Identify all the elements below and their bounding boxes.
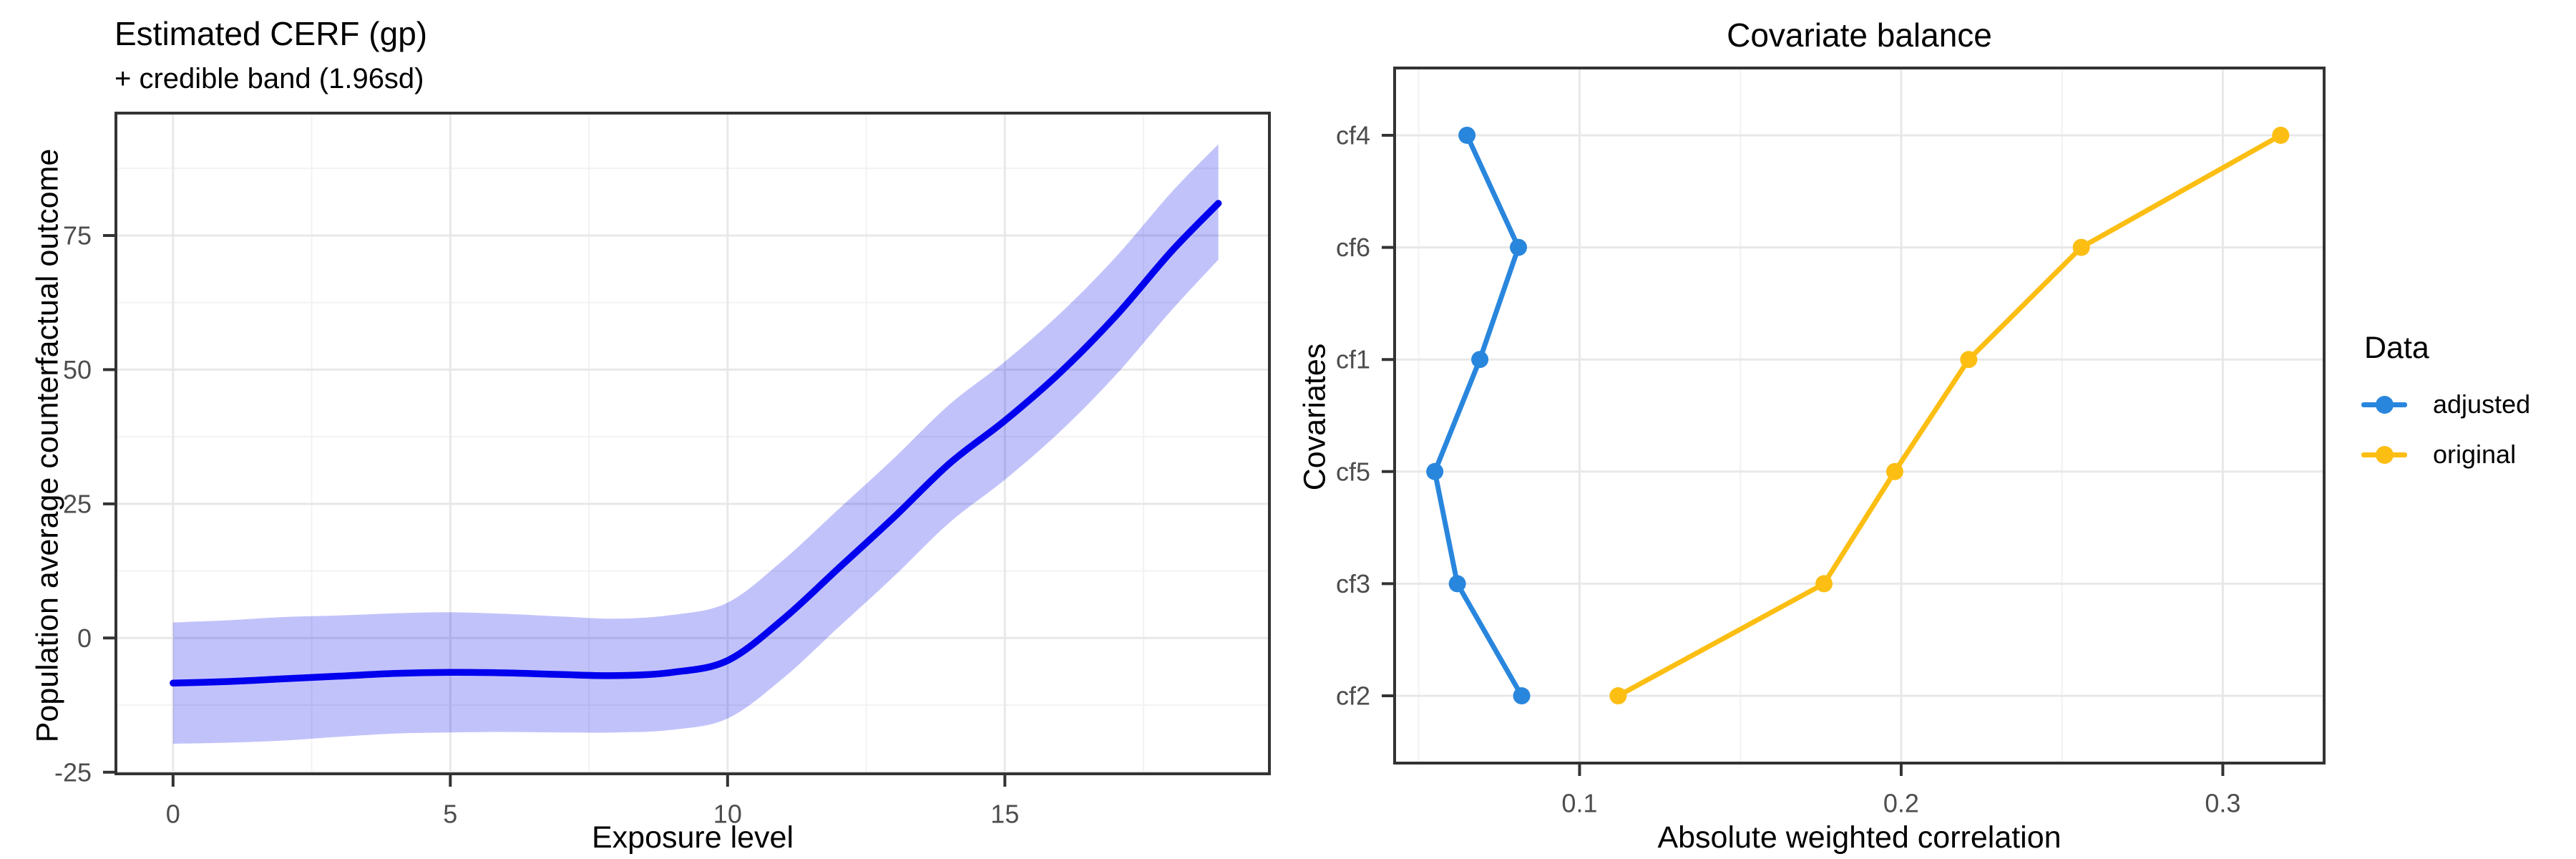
balance-title: Covariate balance — [1727, 16, 1992, 54]
cerf-x-axis-title: Exposure level — [591, 820, 794, 855]
balance-x-tick-label: 0.2 — [1883, 789, 1919, 818]
cerf-y-tick-label: 75 — [63, 220, 92, 250]
legend-item-adjusted: adjusted — [2361, 387, 2530, 422]
legend-label-adjusted: adjusted — [2433, 389, 2531, 419]
cerf-y-tick-label: 25 — [63, 489, 92, 518]
balance-point-adjusted — [1448, 575, 1466, 593]
balance-x-axis-title: Absolute weighted correlation — [1657, 820, 2062, 855]
balance-point-original — [1960, 351, 1978, 369]
balance-point-adjusted — [1426, 462, 1444, 480]
cerf-title: Estimated CERF (gp) — [114, 15, 428, 52]
cerf-x-tick-label: 5 — [443, 800, 457, 829]
cerf-y-tick-label: 0 — [77, 623, 92, 653]
balance-point-adjusted — [1458, 126, 1476, 144]
cerf-x-tick-label: 15 — [990, 800, 1019, 829]
legend-title: Data — [2364, 331, 2429, 365]
balance-point-original — [1609, 687, 1627, 705]
cerf-credible-band — [172, 144, 1219, 744]
balance-series-line-adjusted — [1432, 132, 1525, 699]
balance-y-tick-label: cf5 — [1336, 457, 1370, 486]
balance-y-tick-label: cf4 — [1336, 120, 1370, 150]
balance-y-tick-label: cf3 — [1336, 569, 1370, 598]
cerf-line — [170, 200, 1222, 687]
balance-point-adjusted — [1510, 238, 1528, 256]
balance-point-original — [2072, 238, 2090, 256]
cerf-y-tick-label: 50 — [63, 355, 92, 384]
balance-y-axis-title: Covariates — [1297, 343, 1332, 491]
balance-point-adjusted — [1513, 687, 1531, 705]
balance-point-original — [1885, 462, 1903, 480]
legend: Data adjusted original — [2361, 331, 2530, 487]
cerf-subtitle: + credible band (1.96sd) — [114, 63, 424, 94]
balance-panel-border — [1393, 67, 2326, 765]
legend-key-original-icon — [2361, 444, 2407, 465]
cerf-panel-border — [114, 112, 1271, 775]
cerf-y-axis-title: Population average counterfactual outcom… — [30, 148, 65, 743]
legend-label-original: original — [2433, 440, 2517, 469]
balance-point-original — [1815, 575, 1833, 593]
legend-key-adjusted-icon — [2361, 394, 2407, 415]
cerf-panel-background — [116, 113, 1269, 774]
legend-item-original: original — [2361, 437, 2530, 472]
balance-panel-background — [1395, 68, 2324, 763]
balance-series-line-original — [1615, 132, 2283, 699]
balance-x-tick-label: 0.1 — [1561, 789, 1597, 818]
balance-y-tick-label: cf1 — [1336, 345, 1370, 374]
balance-y-tick-label: cf2 — [1336, 681, 1370, 711]
balance-x-tick-label: 0.3 — [2205, 789, 2240, 818]
balance-y-tick-label: cf6 — [1336, 233, 1370, 262]
cerf-x-tick-label: 10 — [713, 800, 742, 829]
balance-point-adjusted — [1471, 351, 1489, 369]
cerf-y-tick-label: -25 — [54, 757, 92, 787]
balance-point-original — [2272, 126, 2290, 144]
cerf-x-tick-label: 0 — [166, 800, 180, 829]
